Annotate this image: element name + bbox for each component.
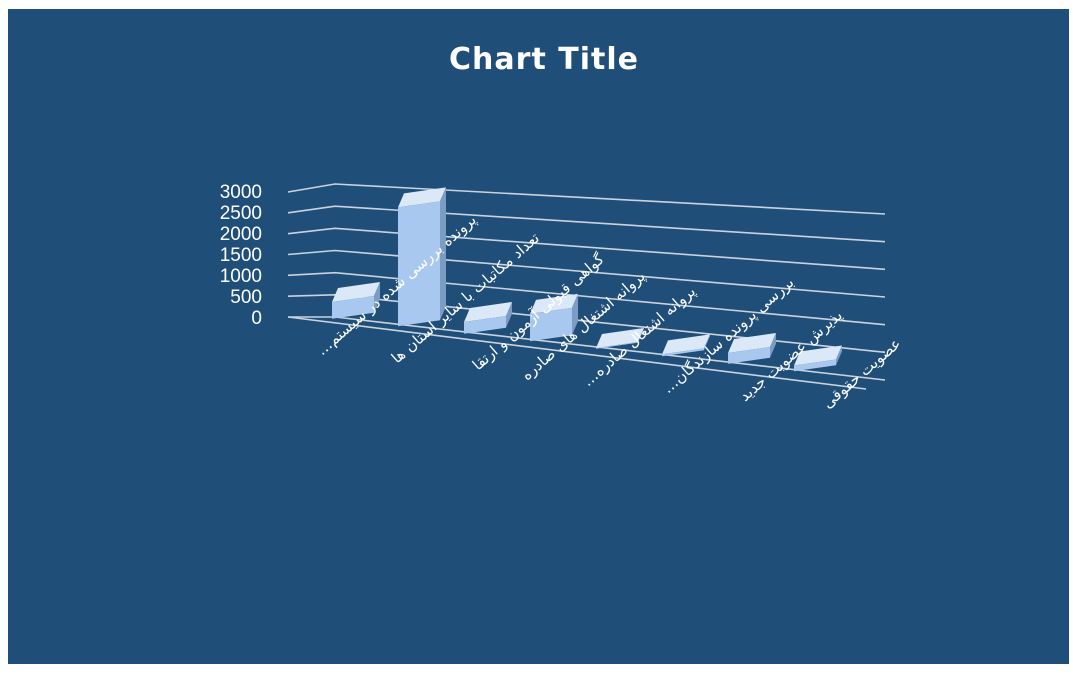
bar <box>332 282 380 319</box>
y-tick-label: 2000 <box>220 224 262 245</box>
bar-side <box>440 187 446 321</box>
chart-title: Chart Title <box>449 42 639 77</box>
bar-side <box>704 334 710 351</box>
bar-top <box>530 293 578 314</box>
gridline-3000 <box>287 183 886 215</box>
bar-front <box>530 307 572 342</box>
bar-side <box>506 301 512 328</box>
gridline-1000 <box>287 271 886 326</box>
bar-top <box>464 301 512 322</box>
bar <box>596 327 644 349</box>
bar-front <box>464 315 506 334</box>
y-tick-label: 3000 <box>220 182 262 203</box>
y-tick-label: 0 <box>251 308 262 329</box>
bar <box>464 301 512 334</box>
bar-front <box>596 341 638 349</box>
bar-top <box>794 345 842 366</box>
floor-edge <box>287 316 867 390</box>
bar-front <box>728 347 770 364</box>
y-tick-label: 1000 <box>220 266 262 287</box>
bar <box>794 345 842 372</box>
bar-side <box>638 327 644 343</box>
bar-top <box>662 334 710 355</box>
y-tick-label: 2500 <box>220 203 262 224</box>
bar-side <box>374 282 380 313</box>
bar <box>398 187 446 327</box>
bar <box>728 333 776 364</box>
bar-front <box>794 359 836 372</box>
bar-side <box>770 333 776 358</box>
y-tick-label: 1500 <box>220 245 262 266</box>
gridline-2000 <box>287 227 886 271</box>
gridline-2500 <box>287 205 886 243</box>
bar-top <box>332 282 380 303</box>
bar <box>662 334 710 357</box>
bar-front <box>332 296 374 319</box>
gridline-500 <box>287 294 886 354</box>
bar-top <box>596 327 644 348</box>
y-tick-label: 500 <box>230 287 262 308</box>
bar-side <box>572 293 578 336</box>
bar-top <box>398 187 446 208</box>
bar-top <box>728 333 776 354</box>
gridline-1500 <box>287 249 886 298</box>
bar <box>530 293 578 342</box>
chart-area: Chart Title 0 500 1000 1500 2000 2500 3000 پرو… <box>8 9 1069 664</box>
bar-front <box>662 348 704 357</box>
bar-side <box>836 345 842 366</box>
bar-front <box>398 201 440 327</box>
